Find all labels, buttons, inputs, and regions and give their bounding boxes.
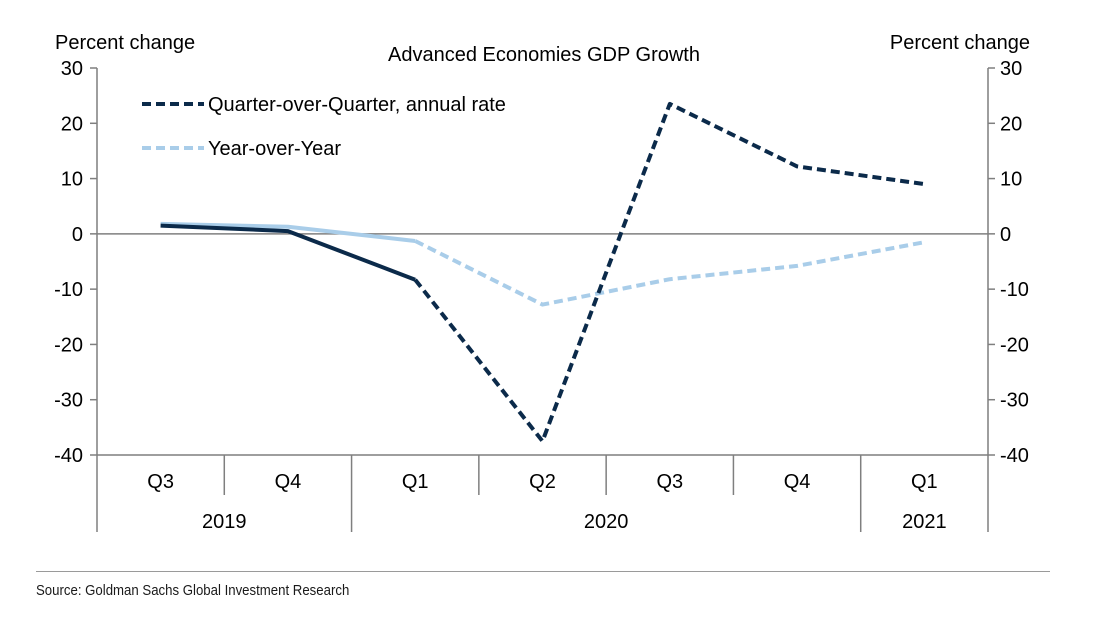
category-label: Q3 xyxy=(147,471,174,493)
right-tick-label: 30 xyxy=(1000,58,1022,80)
left-tick-label: 10 xyxy=(61,169,83,191)
right-tick-label: -10 xyxy=(1000,279,1029,301)
series-lines xyxy=(160,101,925,444)
left-axis-label: Percent change xyxy=(55,32,195,54)
series-line-forecast xyxy=(413,101,925,444)
left-tick-label: 0 xyxy=(72,224,83,246)
legend-label-yoy: Year-over-Year xyxy=(208,138,341,160)
category-label: Q3 xyxy=(656,471,683,493)
left-tick-label: 30 xyxy=(61,58,83,80)
series-line-actual xyxy=(160,223,416,282)
left-tick-label: -40 xyxy=(54,445,83,467)
right-tick-label: -20 xyxy=(1000,334,1029,356)
category-label: Q2 xyxy=(529,471,556,493)
left-tick-label: -30 xyxy=(54,390,83,412)
left-tick-label: -20 xyxy=(54,334,83,356)
left-tick-label: 20 xyxy=(61,113,83,135)
right-tick-label: -40 xyxy=(1000,445,1029,467)
left-tick-label: -10 xyxy=(54,279,83,301)
year-label: 2019 xyxy=(202,511,247,533)
right-tick-label: 10 xyxy=(1000,169,1022,191)
category-label: Q1 xyxy=(911,471,938,493)
legend: Quarter-over-Quarter, annual rate Year-o… xyxy=(142,94,506,160)
right-axis-label: Percent change xyxy=(890,32,1030,54)
right-tick-label: -30 xyxy=(1000,390,1029,412)
category-label: Q1 xyxy=(402,471,429,493)
source-divider xyxy=(36,571,1050,572)
category-label: Q4 xyxy=(275,471,302,493)
series-line-actual xyxy=(160,221,416,243)
legend-label-qoq: Quarter-over-Quarter, annual rate xyxy=(208,94,506,116)
chart-title: Advanced Economies GDP Growth xyxy=(388,44,700,66)
year-label: 2021 xyxy=(902,511,947,533)
series-line-forecast xyxy=(414,239,925,307)
right-tick-label: 0 xyxy=(1000,224,1011,246)
year-label: 2020 xyxy=(584,511,629,533)
gdp-growth-chart: Advanced Economies GDP Growth Percent ch… xyxy=(54,32,1030,533)
category-label: Q4 xyxy=(784,471,811,493)
source-note: Source: Goldman Sachs Global Investment … xyxy=(36,582,350,599)
right-tick-label: 20 xyxy=(1000,113,1022,135)
